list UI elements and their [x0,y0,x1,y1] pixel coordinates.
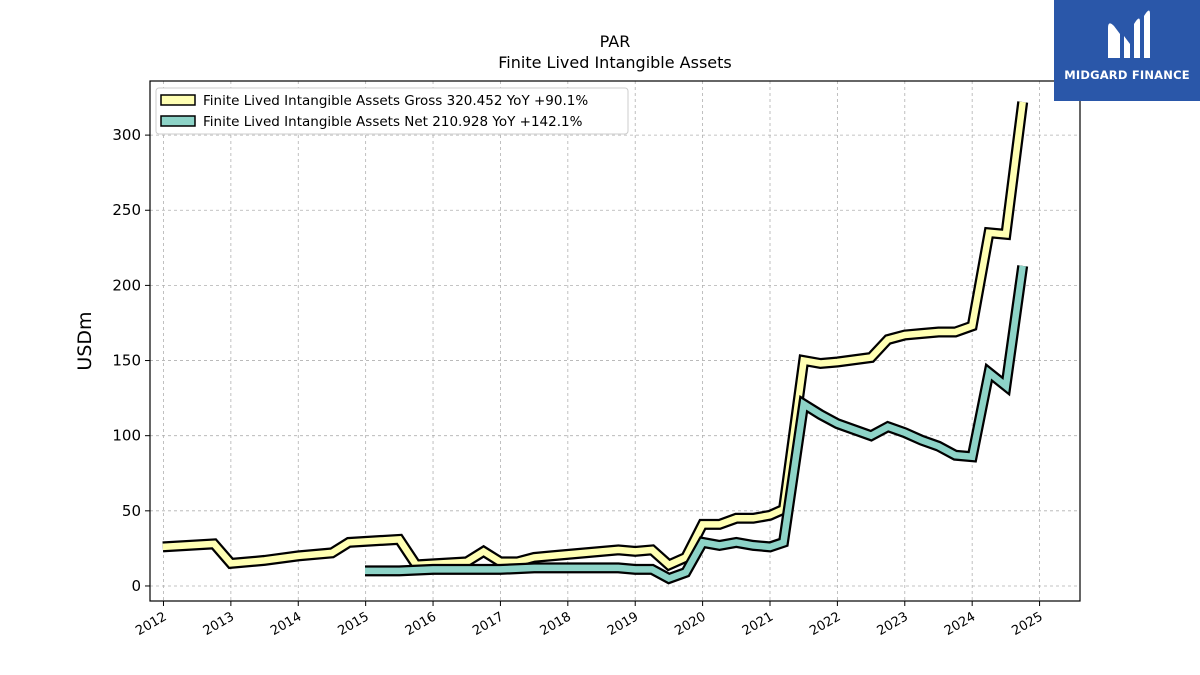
brand-name: MIDGARD FINANCE [1064,68,1190,82]
x-tick-label: 2019 [605,609,641,639]
legend-swatch-gross [160,94,196,106]
chart-subtitle: Finite Lived Intangible Assets [498,53,731,72]
y-tick-label: 300 [112,126,141,144]
y-ticks: 0 50 100 150 200 250 300 [112,126,150,595]
brand-logo: MIDGARD FINANCE [1054,0,1200,101]
y-axis-label: USDm [74,311,96,370]
legend-label-net: Finite Lived Intangible Assets Net 210.9… [203,114,583,130]
x-tick-label: 2018 [538,609,574,639]
y-tick-label: 50 [122,502,141,520]
legend-label-gross: Finite Lived Intangible Assets Gross 320… [203,93,588,109]
series-outline-0 [162,101,1029,572]
midgard-m-logo-icon [1108,10,1150,59]
plot-frame [149,80,1081,602]
series-line-1 [365,265,1026,583]
legend-swatch-net [160,115,196,127]
x-tick-label: 2016 [403,609,439,639]
y-tick-label: 100 [112,427,141,445]
series-line-0 [162,101,1026,569]
grid [150,81,1080,601]
x-tick-label: 2024 [942,609,978,639]
legend: Finite Lived Intangible Assets Gross 320… [155,87,629,135]
x-tick-label: 2020 [672,609,708,639]
x-tick-label: 2022 [807,609,843,639]
series-layer [162,101,1029,585]
x-tick-label: 2017 [470,609,506,639]
x-tick-label: 2015 [335,609,371,639]
y-tick-label: 0 [131,577,141,595]
legend-frame [155,87,629,135]
x-tick-label: 2013 [201,609,237,639]
x-ticks: 2012 2013 2014 2015 2016 2017 2018 2019 2020 2021… [133,601,1046,639]
y-tick-label: 150 [112,352,141,370]
y-tick-label: 200 [112,276,141,294]
y-tick-label: 250 [112,201,141,219]
chart-title: PAR [600,32,631,51]
x-tick-label: 2023 [875,609,911,639]
x-tick-label: 2014 [268,609,304,639]
x-tick-label: 2025 [1009,609,1045,639]
x-tick-label: 2021 [740,609,776,639]
x-tick-label: 2012 [133,609,169,639]
